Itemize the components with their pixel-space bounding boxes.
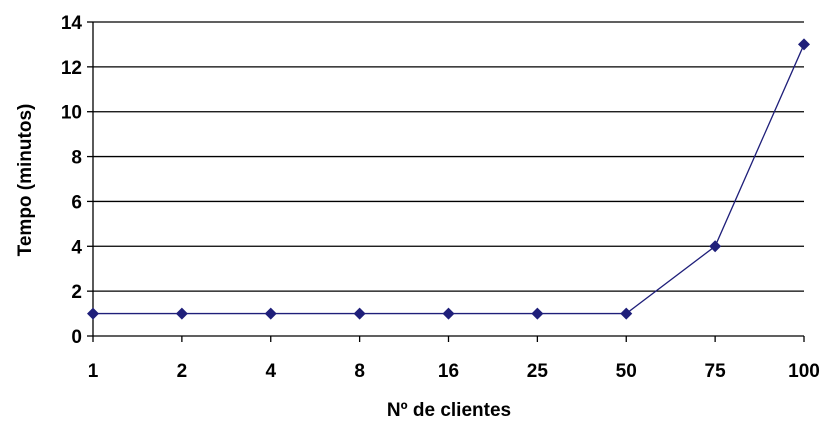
y-tick-label: 12 xyxy=(61,58,82,79)
data-point-marker xyxy=(531,307,544,320)
data-point-marker xyxy=(620,307,633,320)
y-axis-title: Tempo (minutos) xyxy=(15,104,36,257)
data-point-marker xyxy=(87,307,99,320)
x-tick-label: 1 xyxy=(88,361,99,382)
data-point-marker xyxy=(264,307,277,320)
x-axis-title: Nº de clientes xyxy=(387,400,511,421)
y-tick-label: 4 xyxy=(71,237,82,258)
data-point-marker xyxy=(442,307,455,320)
x-tick-label: 100 xyxy=(788,361,820,382)
x-tick-label: 16 xyxy=(438,361,459,382)
data-point-marker xyxy=(353,307,366,320)
data-point-marker xyxy=(709,240,722,253)
y-tick-labels: 0 2 4 6 8 10 12 14 xyxy=(61,13,83,348)
y-tick-label: 6 xyxy=(71,192,82,213)
x-tick-label: 25 xyxy=(527,361,549,382)
x-tick-label: 75 xyxy=(705,361,727,382)
y-tick-label: 8 xyxy=(71,148,82,169)
data-point-marker xyxy=(798,38,810,51)
series xyxy=(87,38,810,320)
x-tick-label: 4 xyxy=(265,361,276,382)
y-tick-label: 10 xyxy=(61,103,82,124)
x-tick-labels: 1 2 4 8 16 25 50 75 100 xyxy=(88,361,820,382)
grid-lines xyxy=(93,21,804,292)
axes xyxy=(87,21,805,342)
data-point-marker xyxy=(175,307,188,320)
x-tick-label: 2 xyxy=(177,361,188,382)
y-tick-label: 14 xyxy=(61,13,83,34)
x-tick-label: 8 xyxy=(354,361,365,382)
y-tick-label: 0 xyxy=(71,327,82,348)
y-tick-label: 2 xyxy=(71,282,82,303)
series-line xyxy=(93,44,805,315)
x-tick-label: 50 xyxy=(616,361,637,382)
